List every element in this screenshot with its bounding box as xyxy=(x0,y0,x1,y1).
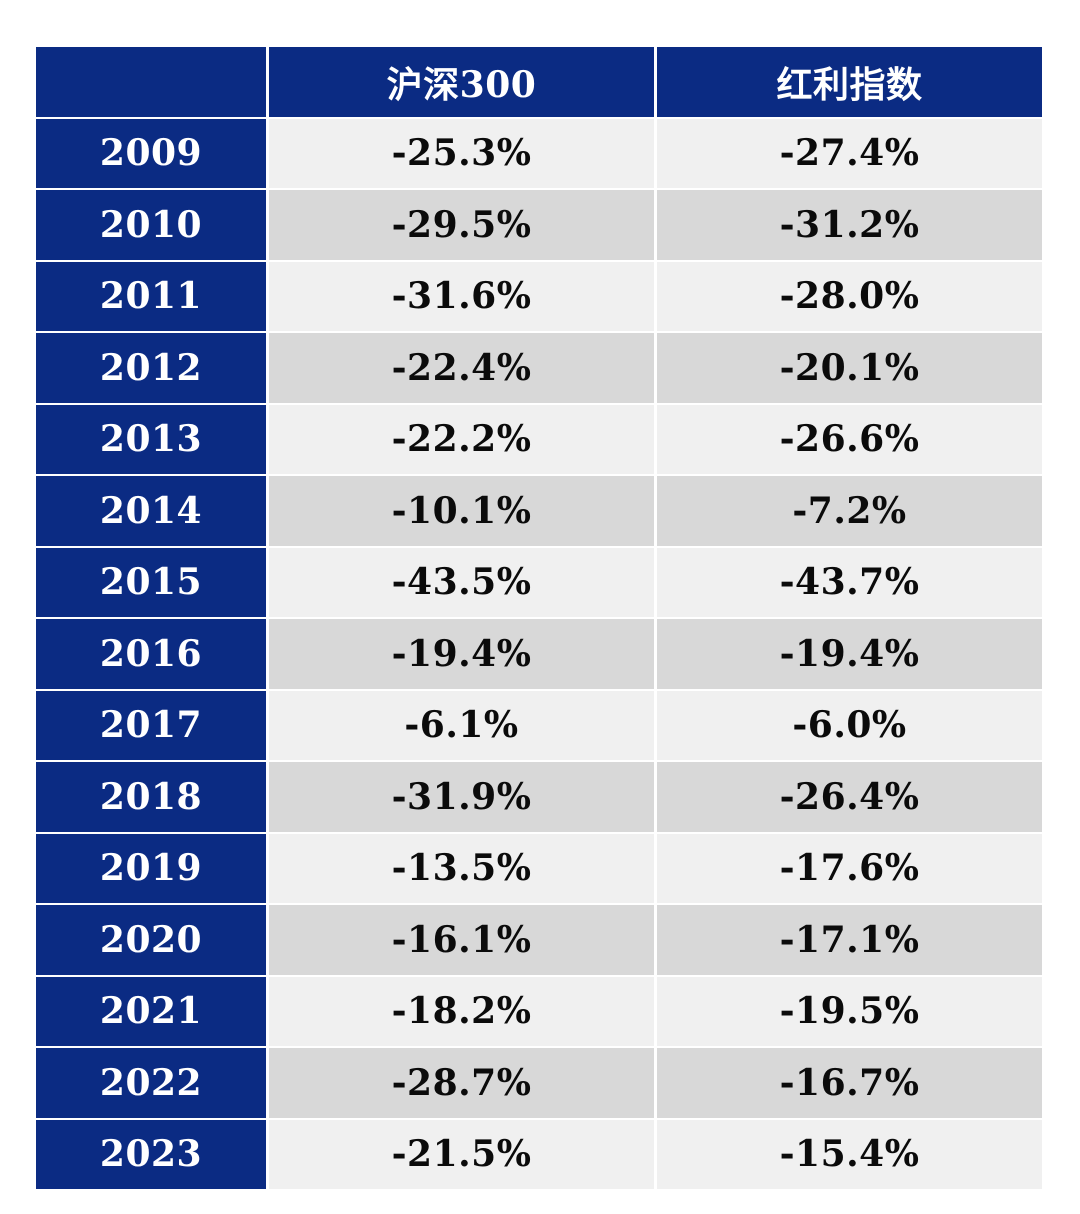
dividend-value-cell: -43.7% xyxy=(657,547,1042,617)
year-cell: 2019 xyxy=(36,833,266,903)
dividend-value-cell: -31.2% xyxy=(657,190,1042,260)
dividend-value-cell: -16.7% xyxy=(657,1048,1042,1118)
header-dividend-index: 红利指数 xyxy=(657,47,1042,117)
header-corner-cell xyxy=(36,47,266,117)
hs300-value-cell: -13.5% xyxy=(269,833,654,903)
hs300-value-cell: -18.2% xyxy=(269,976,654,1046)
dividend-value-cell: -26.6% xyxy=(657,404,1042,474)
hs300-value-cell: -25.3% xyxy=(269,118,654,188)
year-cell: 2011 xyxy=(36,261,266,331)
year-cell: 2016 xyxy=(36,619,266,689)
hs300-value-cell: -31.6% xyxy=(269,261,654,331)
year-cell: 2015 xyxy=(36,547,266,617)
dividend-value-cell: -26.4% xyxy=(657,762,1042,832)
hs300-value-cell: -6.1% xyxy=(269,690,654,760)
hs300-value-cell: -28.7% xyxy=(269,1048,654,1118)
year-cell: 2021 xyxy=(36,976,266,1046)
hs300-value-cell: -16.1% xyxy=(269,905,654,975)
year-cell: 2022 xyxy=(36,1048,266,1118)
dividend-value-cell: -19.4% xyxy=(657,619,1042,689)
hs300-value-cell: -29.5% xyxy=(269,190,654,260)
dividend-value-cell: -28.0% xyxy=(657,261,1042,331)
dividend-value-cell: -19.5% xyxy=(657,976,1042,1046)
year-cell: 2018 xyxy=(36,762,266,832)
year-cell: 2023 xyxy=(36,1119,266,1189)
header-hs300: 沪深300 xyxy=(269,47,654,117)
year-cell: 2020 xyxy=(36,905,266,975)
hs300-value-cell: -22.4% xyxy=(269,333,654,403)
year-cell: 2010 xyxy=(36,190,266,260)
dividend-value-cell: -7.2% xyxy=(657,476,1042,546)
year-cell: 2009 xyxy=(36,118,266,188)
year-cell: 2014 xyxy=(36,476,266,546)
year-cell: 2012 xyxy=(36,333,266,403)
dividend-value-cell: -17.1% xyxy=(657,905,1042,975)
hs300-value-cell: -43.5% xyxy=(269,547,654,617)
dividend-value-cell: -15.4% xyxy=(657,1119,1042,1189)
hs300-value-cell: -19.4% xyxy=(269,619,654,689)
year-cell: 2013 xyxy=(36,404,266,474)
year-cell: 2017 xyxy=(36,690,266,760)
hs300-value-cell: -21.5% xyxy=(269,1119,654,1189)
hs300-value-cell: -10.1% xyxy=(269,476,654,546)
hs300-value-cell: -22.2% xyxy=(269,404,654,474)
dividend-value-cell: -27.4% xyxy=(657,118,1042,188)
drawdown-table: 沪深300 红利指数 2009 -25.3% -27.4% 2010 -29.5% -31… xyxy=(36,47,1042,1189)
hs300-value-cell: -31.9% xyxy=(269,762,654,832)
dividend-value-cell: -6.0% xyxy=(657,690,1042,760)
dividend-value-cell: -17.6% xyxy=(657,833,1042,903)
dividend-value-cell: -20.1% xyxy=(657,333,1042,403)
